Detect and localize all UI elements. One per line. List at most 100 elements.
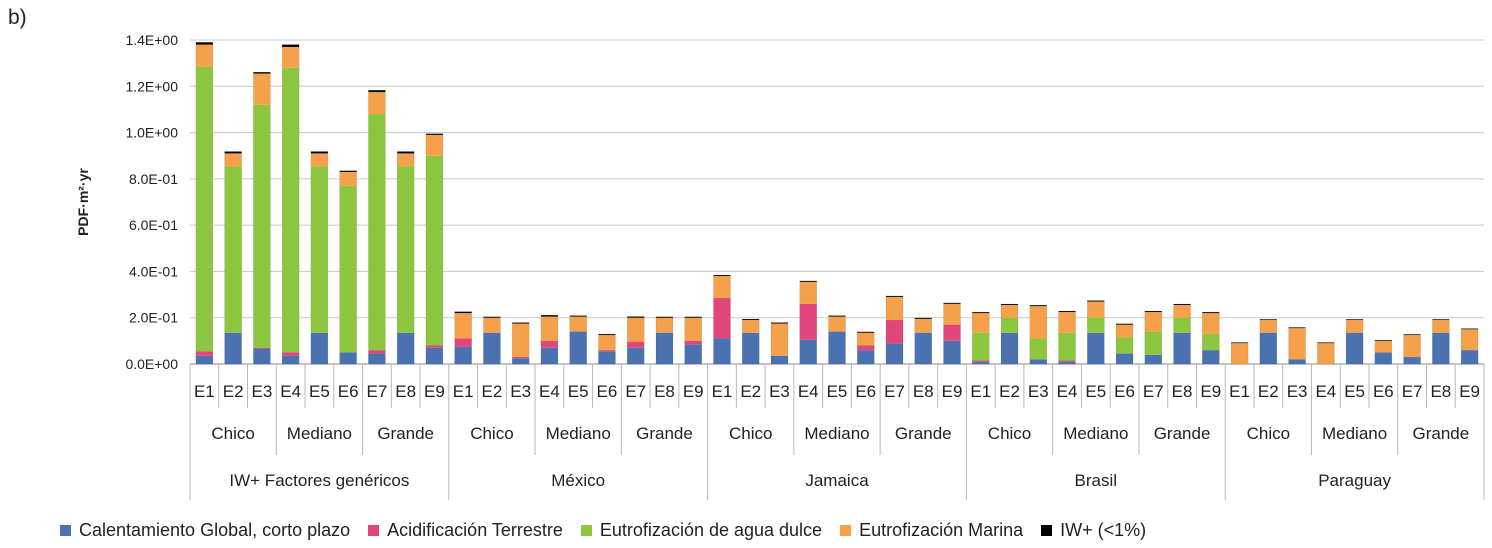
size-group-label: Mediano [1063, 424, 1128, 443]
bar-segment [483, 332, 501, 364]
size-group-label: Mediano [287, 424, 352, 443]
y-tick-label: 1.4E+00 [125, 32, 178, 48]
bar-outline [741, 318, 760, 365]
bar-outline [1115, 323, 1134, 365]
legend-item: Eutrofización Marina [840, 520, 1023, 541]
bar-outline [828, 315, 846, 365]
bar-segment [655, 332, 673, 364]
bar-outline [425, 133, 444, 365]
bar-outline [569, 315, 587, 365]
x-tick-label: E8 [1172, 382, 1193, 401]
bar-segment [799, 303, 817, 340]
bar-segment [943, 340, 961, 364]
x-tick-label: E9 [1200, 382, 1221, 401]
bar-segment [1173, 317, 1191, 333]
bar-outline [1144, 310, 1163, 365]
bar-segment [540, 347, 558, 364]
bar-segment [1001, 332, 1019, 364]
legend-label: Eutrofización Marina [859, 520, 1024, 540]
y-tick-label: 0.0E+00 [125, 356, 178, 372]
bar-segment [310, 166, 328, 333]
bar-segment [1058, 360, 1076, 362]
x-tick-label: E7 [884, 382, 905, 401]
bar-segment [195, 66, 213, 352]
bar-segment [886, 343, 904, 364]
x-tick-label: E1 [1229, 382, 1250, 401]
bar-segment [1001, 317, 1019, 333]
bar-segment [253, 104, 271, 348]
bar-segment [368, 350, 386, 354]
bar-segment [1374, 340, 1392, 353]
bar-segment [684, 317, 702, 341]
bar-segment [339, 185, 357, 353]
x-tick-label: E3 [1287, 382, 1308, 401]
bar-segment [713, 338, 731, 364]
bar-segment [1259, 320, 1277, 333]
bar-segment [1058, 311, 1076, 312]
bar-segment [1403, 357, 1421, 364]
bar-outline [195, 42, 214, 365]
bar-segment [857, 332, 875, 346]
bar-segment [857, 331, 875, 333]
bar-outline [799, 280, 817, 365]
bar-outline [857, 331, 875, 365]
bar-outline [339, 170, 357, 365]
bar-segment [1432, 319, 1450, 321]
bar-segment [914, 332, 932, 364]
bar-outline [1259, 319, 1278, 365]
region-label: México [551, 471, 605, 490]
bar-segment [425, 155, 443, 346]
bar-segment [224, 166, 242, 333]
bar-segment [339, 171, 357, 186]
size-group-label: Chico [470, 424, 513, 443]
x-tick-label: E3 [251, 382, 272, 401]
bar-segment [1116, 337, 1134, 354]
bar-segment [1001, 304, 1019, 318]
bar-segment [1173, 304, 1191, 318]
bar-segment [713, 275, 731, 277]
x-tick-label: E9 [424, 382, 445, 401]
bar-outline [1317, 342, 1335, 365]
bar-segment [598, 335, 616, 351]
bar-outline [253, 71, 271, 365]
legend-item: IW+ (<1%) [1041, 520, 1146, 541]
x-tick-label: E2 [740, 382, 761, 401]
bar-segment [1461, 350, 1479, 364]
bar-segment [713, 276, 731, 299]
bar-segment [540, 316, 558, 341]
bar-outline [713, 274, 731, 365]
region-label: IW+ Factores genéricos [229, 471, 409, 490]
bar-segment [282, 355, 300, 364]
size-group-label: Chico [211, 424, 254, 443]
bar-segment [1029, 359, 1047, 364]
legend-label: Eutrofización de agua dulce [599, 520, 823, 540]
legend-label: IW+ (<1%) [1060, 520, 1147, 540]
bar-segment [454, 313, 472, 339]
bar-outline [540, 314, 559, 365]
bar-segment [1202, 333, 1220, 351]
bar-outline [885, 295, 904, 365]
x-tick-label: E7 [625, 382, 646, 401]
bar-outline [914, 317, 933, 365]
bar-segment [483, 317, 501, 333]
bar-segment [972, 313, 990, 333]
bar-outline [483, 316, 501, 365]
bar-segment [1173, 332, 1191, 364]
bar-outline [368, 89, 386, 365]
bar-segment [943, 324, 961, 341]
bar-segment [253, 72, 271, 74]
bar-segment [425, 347, 443, 364]
bar-segment [368, 90, 386, 93]
y-tick-label: 6.0E-01 [129, 217, 178, 233]
x-tick-label: E8 [654, 382, 675, 401]
bar-outline [224, 151, 242, 365]
bar-segment [684, 340, 702, 345]
bar-segment [569, 331, 587, 364]
x-tick-label: E5 [568, 382, 589, 401]
bar-segment [627, 316, 645, 318]
bar-segment [282, 67, 300, 353]
bar-segment [684, 344, 702, 364]
bar-segment [1029, 338, 1047, 360]
bar-segment [512, 323, 530, 358]
bar-segment [310, 332, 328, 364]
